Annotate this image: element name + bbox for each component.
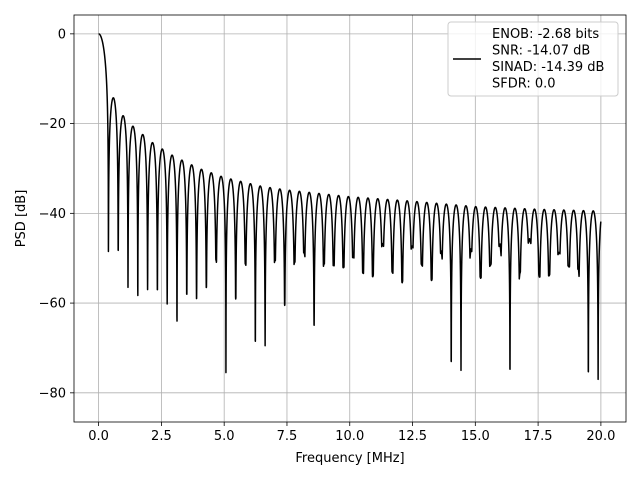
legend: ENOB: -2.68 bits SNR: -14.07 dB SINAD: -14… [447,21,619,97]
y-tick-label: −80 [39,386,66,401]
y-tick-label: −40 [39,207,66,222]
x-axis-label: Frequency [MHz] [295,451,404,466]
x-tick-label: 20.0 [586,429,615,444]
x-tick-label: 17.5 [524,429,553,444]
legend-box [447,21,619,97]
x-tick-label: 0.0 [88,429,109,444]
psd-series-line [97,33,602,381]
x-tick-label: 15.0 [461,429,490,444]
legend-entry-label: ENOB: -2.68 bits SNR: -14.07 dB SINAD: -14… [492,27,604,92]
legend-entry-line: SNR: -14.07 dB [492,44,590,59]
y-axis-ticks: 0 −20 −40 −60 −80 [39,27,74,401]
x-tick-label: 12.5 [398,429,427,444]
y-tick-label: 0 [58,27,66,42]
y-tick-label: −60 [39,297,66,312]
x-tick-label: 2.5 [151,429,172,444]
y-axis-label: PSD [dB] [14,190,29,248]
x-tick-label: 7.5 [277,429,298,444]
x-axis-ticks: 0.0 2.5 5.0 7.5 10.0 12.5 15.0 17.5 20.0 [88,422,615,444]
series-group [97,33,602,381]
x-tick-label: 10.0 [335,429,364,444]
legend-entry-line: ENOB: -2.68 bits [492,27,599,42]
x-tick-label: 5.0 [214,429,235,444]
legend-entry-line: SFDR: 0.0 [492,77,556,92]
y-tick-label: −20 [39,117,66,132]
legend-entry-line: SINAD: -14.39 dB [492,60,604,75]
